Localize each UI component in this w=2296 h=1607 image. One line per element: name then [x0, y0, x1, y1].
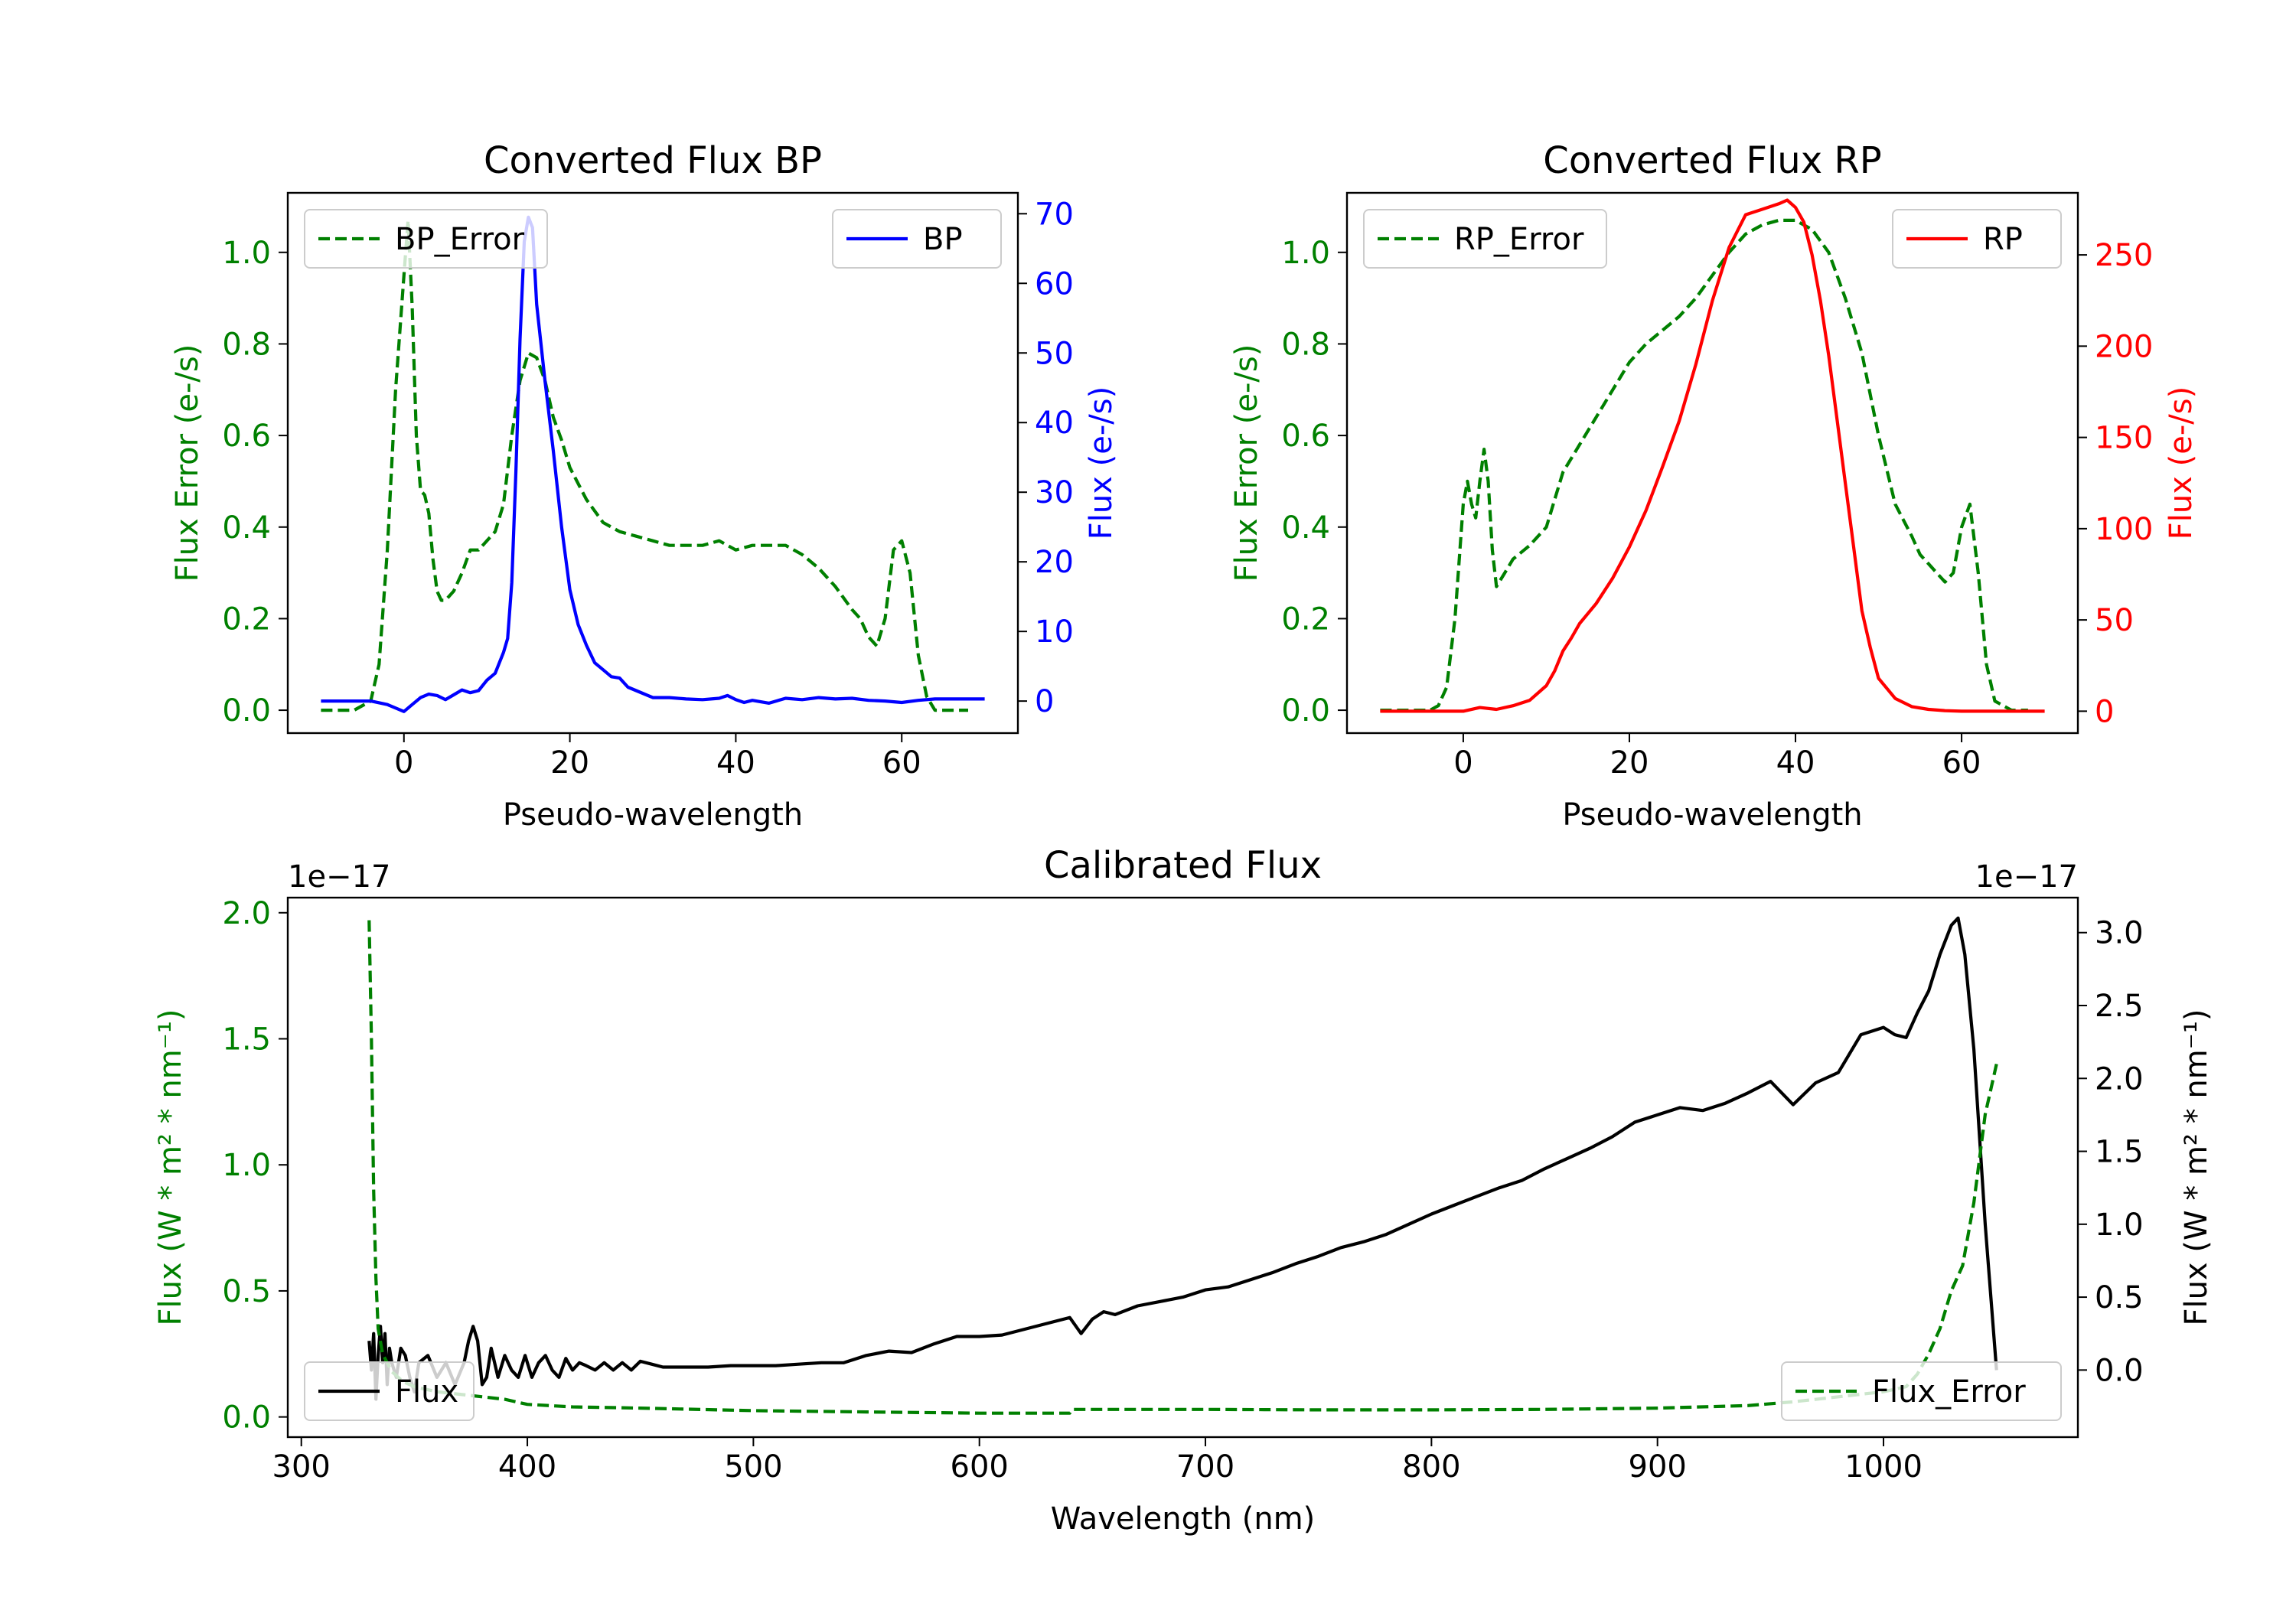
y-right-tick-label: 200 [2095, 329, 2153, 364]
legend-label: BP_Error [395, 222, 525, 257]
x-tick-label: 0 [394, 745, 413, 781]
y-left-tick-label: 0.2 [222, 601, 271, 637]
bp-legend-left: BP_Error [304, 209, 548, 269]
y-right-tick-label: 1.0 [2095, 1208, 2144, 1243]
x-tick-label: 20 [550, 745, 589, 781]
legend-box [1363, 209, 1607, 269]
y-left-tick-label: 0.5 [222, 1274, 271, 1309]
x-tick-label: 800 [1402, 1449, 1460, 1485]
x-tick-label: 40 [716, 745, 755, 781]
x-tick-label: 0 [1453, 745, 1473, 781]
y-right-tick-label: 0 [1035, 684, 1054, 719]
rp-panel: 0 20 40 60 0.0 0.2 0.4 0.6 0.8 1.0 0 50 100 150 200 250… [1229, 139, 2199, 833]
y-left-tick-label: 0.8 [222, 327, 271, 362]
calibrated-y-right-label: Flux (W * m² * nm⁻¹) [2179, 1009, 2214, 1326]
y-right-tick-label: 70 [1035, 197, 1074, 232]
y-right-tick-label: 30 [1035, 475, 1074, 510]
y-left-tick-label: 0.4 [222, 510, 271, 546]
x-tick-label: 60 [882, 745, 921, 781]
y-right-tick-label: 50 [2095, 603, 2134, 638]
y-left-tick-label: 0.8 [1281, 327, 1330, 362]
bp-y-left-label: Flux Error (e-/s) [170, 344, 205, 582]
calibrated-x-axis-label: Wavelength (nm) [1051, 1501, 1316, 1537]
rp-series-rp-error [1380, 218, 2028, 712]
y-left-tick-label: 2.0 [222, 896, 271, 931]
x-tick-label: 400 [498, 1449, 556, 1485]
calibrated-offset-left: 1e−17 [288, 859, 390, 895]
y-left-tick-label: 0.2 [1281, 601, 1330, 637]
bp-series-bp [321, 215, 985, 713]
legend-box [1892, 209, 2062, 269]
y-left-tick-label: 1.0 [1281, 236, 1330, 271]
y-left-tick-label: 0.0 [222, 1400, 271, 1436]
bp-series-bp-error [321, 218, 968, 712]
y-right-tick-label: 60 [1035, 266, 1074, 302]
rp-y-right-label: Flux (e-/s) [2164, 386, 2199, 539]
rp-title: Converted Flux RP [1543, 139, 1881, 182]
x-tick-label: 700 [1176, 1449, 1234, 1485]
x-tick-label: 500 [724, 1449, 782, 1485]
calibrated-legend-right: Flux_Error [1781, 1361, 2062, 1421]
y-right-tick-label: 150 [2095, 421, 2153, 456]
rp-x-axis-label: Pseudo-wavelength [1562, 797, 1862, 833]
x-tick-label: 40 [1776, 745, 1815, 781]
x-tick-label: 600 [951, 1449, 1009, 1485]
calibrated-series-flux-error [367, 920, 1998, 1415]
legend-box [1781, 1361, 2062, 1421]
y-right-tick-label: 10 [1035, 614, 1074, 650]
rp-legend-left: RP_Error [1363, 209, 1607, 269]
bp-panel: 0 20 40 60 0.0 0.2 0.4 0.6 0.8 1.0 0 10 20 30 40 50 60 70… [170, 139, 1119, 833]
bp-y-right-label: Flux (e-/s) [1084, 386, 1119, 539]
y-left-tick-label: 1.0 [222, 236, 271, 271]
x-tick-label: 60 [1942, 745, 1981, 781]
bp-legend-right: BP [832, 209, 1002, 269]
bp-title: Converted Flux BP [484, 139, 822, 182]
legend-label: Flux_Error [1872, 1374, 2026, 1410]
bp-plot-frame [286, 191, 1019, 735]
legend-box [304, 1361, 475, 1421]
rp-y-left-label: Flux Error (e-/s) [1229, 344, 1264, 582]
legend-label: Flux [395, 1374, 458, 1410]
calibrated-offset-right: 1e−17 [1975, 859, 2078, 895]
legend-box [304, 209, 548, 269]
x-tick-label: 1000 [1844, 1449, 1923, 1485]
y-right-tick-label: 2.5 [2095, 989, 2144, 1024]
calibrated-series-flux [367, 916, 1998, 1401]
rp-legend-right: RP [1892, 209, 2062, 269]
rp-plot-frame [1345, 191, 2079, 735]
calibrated-panel: 300 400 500 600 700 800 900 1000 0.0 0.5 1.0 1.5 2.0… [153, 844, 2214, 1537]
x-tick-label: 900 [1629, 1449, 1687, 1485]
x-tick-label: 300 [272, 1449, 331, 1485]
y-right-tick-label: 50 [1035, 336, 1074, 371]
y-right-tick-label: 3.0 [2095, 916, 2144, 951]
y-right-tick-label: 250 [2095, 238, 2153, 273]
y-left-tick-label: 0.6 [1281, 419, 1330, 454]
calibrated-plot-frame [286, 896, 2079, 1439]
y-right-tick-label: 40 [1035, 406, 1074, 441]
y-right-tick-label: 0.5 [2095, 1280, 2144, 1315]
y-left-tick-label: 1.5 [222, 1022, 271, 1057]
legend-box [832, 209, 1002, 269]
legend-label: RP_Error [1454, 222, 1584, 257]
legend-label: RP [1983, 222, 2023, 257]
calibrated-legend-left: Flux [304, 1361, 475, 1421]
calibrated-title: Calibrated Flux [1044, 844, 1322, 887]
x-tick-label: 20 [1610, 745, 1649, 781]
y-left-tick-label: 0.6 [222, 419, 271, 454]
y-left-tick-label: 1.0 [222, 1148, 271, 1183]
y-right-tick-label: 0.0 [2095, 1353, 2144, 1388]
y-left-tick-label: 0.0 [222, 693, 271, 729]
y-left-tick-label: 0.0 [1281, 693, 1330, 729]
y-right-tick-label: 1.5 [2095, 1135, 2144, 1170]
rp-series-rp [1380, 198, 2045, 713]
calibrated-y-left-label: Flux (W * m² * nm⁻¹) [153, 1009, 188, 1326]
bp-x-axis-label: Pseudo-wavelength [503, 797, 803, 833]
y-right-tick-label: 20 [1035, 545, 1074, 580]
legend-label: BP [923, 222, 963, 257]
y-right-tick-label: 2.0 [2095, 1061, 2144, 1097]
y-left-tick-label: 0.4 [1281, 510, 1330, 546]
y-right-tick-label: 100 [2095, 512, 2153, 547]
y-right-tick-label: 0 [2095, 694, 2114, 729]
